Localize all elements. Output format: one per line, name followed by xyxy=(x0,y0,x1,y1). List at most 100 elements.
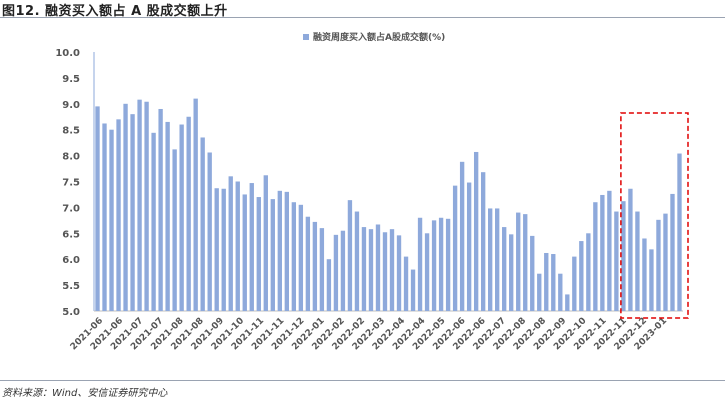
bar xyxy=(480,172,486,311)
bar xyxy=(572,256,577,311)
bar xyxy=(109,129,114,311)
bar xyxy=(172,149,177,311)
bar xyxy=(340,230,346,311)
bar xyxy=(102,123,107,311)
bar xyxy=(438,217,444,311)
x-axis: 2021-062021-062021-072021-072021-082021-… xyxy=(69,316,669,352)
bar xyxy=(410,269,416,311)
bar xyxy=(207,152,212,311)
bar xyxy=(249,183,254,311)
bar xyxy=(424,233,430,311)
bar xyxy=(677,153,682,311)
bar xyxy=(551,254,556,311)
bar xyxy=(642,238,647,311)
bar xyxy=(417,217,423,311)
bar xyxy=(368,229,374,311)
bar xyxy=(523,214,528,311)
bar xyxy=(579,241,584,311)
bar xyxy=(214,188,219,311)
bar xyxy=(445,218,451,311)
bar xyxy=(635,211,640,311)
bar xyxy=(621,201,626,311)
bar xyxy=(586,233,591,311)
bar xyxy=(298,204,304,311)
bar xyxy=(242,194,247,311)
bar xyxy=(221,188,226,311)
bar xyxy=(130,114,135,311)
bar xyxy=(256,197,261,311)
legend-swatch xyxy=(303,34,309,40)
y-tick-label: 8.0 xyxy=(62,152,80,163)
bar xyxy=(382,232,388,311)
bar xyxy=(312,221,318,311)
bar xyxy=(544,252,549,311)
y-tick-label: 9.5 xyxy=(62,74,80,85)
y-tick-label: 6.5 xyxy=(62,229,80,240)
bar xyxy=(593,202,598,311)
bar xyxy=(263,175,268,311)
y-tick-label: 7.5 xyxy=(62,178,80,189)
bar xyxy=(656,219,661,311)
bar xyxy=(389,229,395,311)
highlight-box xyxy=(620,112,689,319)
bar xyxy=(235,181,240,311)
bar xyxy=(165,121,170,312)
y-tick-label: 5.0 xyxy=(62,307,80,318)
bar xyxy=(123,103,128,311)
source-divider xyxy=(0,380,725,381)
bar xyxy=(200,137,205,311)
bar xyxy=(333,234,339,311)
bar xyxy=(228,176,233,311)
bar xyxy=(473,151,479,311)
bar xyxy=(459,161,465,311)
bar xyxy=(502,227,507,311)
bar xyxy=(628,188,633,311)
bar xyxy=(277,190,282,311)
bar xyxy=(319,228,325,311)
bar xyxy=(396,235,402,311)
bar xyxy=(607,190,612,311)
bar xyxy=(305,216,311,311)
bar xyxy=(284,191,289,311)
y-tick-label: 7.0 xyxy=(62,203,80,214)
bar xyxy=(488,208,493,311)
bar xyxy=(158,108,163,311)
bar xyxy=(326,259,332,311)
legend-label: 融资周度买入额占A股成交额(%) xyxy=(313,31,445,43)
bar xyxy=(403,256,409,311)
bar xyxy=(565,294,570,311)
bar xyxy=(137,99,142,311)
y-tick-label: 9.0 xyxy=(62,100,80,111)
bar xyxy=(179,124,184,312)
source-note: 资料来源：Wind、安信证券研究中心 xyxy=(2,388,168,399)
bar xyxy=(452,185,458,311)
bar xyxy=(431,220,437,311)
bar xyxy=(537,273,542,311)
bar xyxy=(558,273,563,311)
bar xyxy=(516,212,521,311)
y-tick-label: 8.5 xyxy=(62,126,80,137)
bar xyxy=(530,235,535,311)
y-tick-label: 5.5 xyxy=(62,281,80,292)
bar xyxy=(116,119,121,311)
y-axis: 5.0 5.5 6.0 6.5 7.0 7.5 8.0 8.5 9.0 9.5 10.0 xyxy=(55,48,80,318)
bar-chart: 融资周度买入额占A股成交额(%) 5.0 5.5 6.0 6.5 7.0 7.5 8.0 8.… xyxy=(55,31,689,352)
bar xyxy=(186,116,191,311)
figure-title: 图12. 融资买入额占 A 股成交额上升 xyxy=(2,4,228,19)
y-tick-label: 6.0 xyxy=(62,255,80,266)
bar xyxy=(663,213,668,311)
title-divider xyxy=(0,17,725,18)
bar xyxy=(495,208,500,311)
bar-series xyxy=(95,98,682,312)
bar xyxy=(361,227,367,311)
y-tick-label: 10.0 xyxy=(55,48,80,59)
bar xyxy=(354,211,360,311)
bar xyxy=(375,224,381,311)
bar xyxy=(291,202,297,311)
bar xyxy=(347,200,353,311)
legend: 融资周度买入额占A股成交额(%) xyxy=(303,31,445,43)
bar xyxy=(144,101,149,311)
bar xyxy=(649,249,654,311)
bar xyxy=(466,182,472,311)
bar xyxy=(95,106,100,311)
